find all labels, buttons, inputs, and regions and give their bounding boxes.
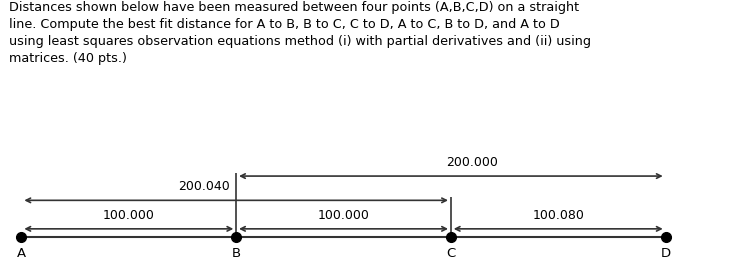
Text: B: B bbox=[231, 247, 241, 260]
Text: 100.000: 100.000 bbox=[318, 209, 369, 222]
Text: D: D bbox=[661, 247, 671, 260]
Text: 100.080: 100.080 bbox=[532, 209, 584, 222]
Text: 200.040: 200.040 bbox=[178, 180, 230, 193]
Text: A: A bbox=[17, 247, 26, 260]
Text: 200.000: 200.000 bbox=[447, 156, 499, 169]
Text: Distances shown below have been measured between four points (A,B,C,D) on a stra: Distances shown below have been measured… bbox=[9, 1, 591, 65]
Text: C: C bbox=[446, 247, 456, 260]
Text: 100.000: 100.000 bbox=[103, 209, 155, 222]
